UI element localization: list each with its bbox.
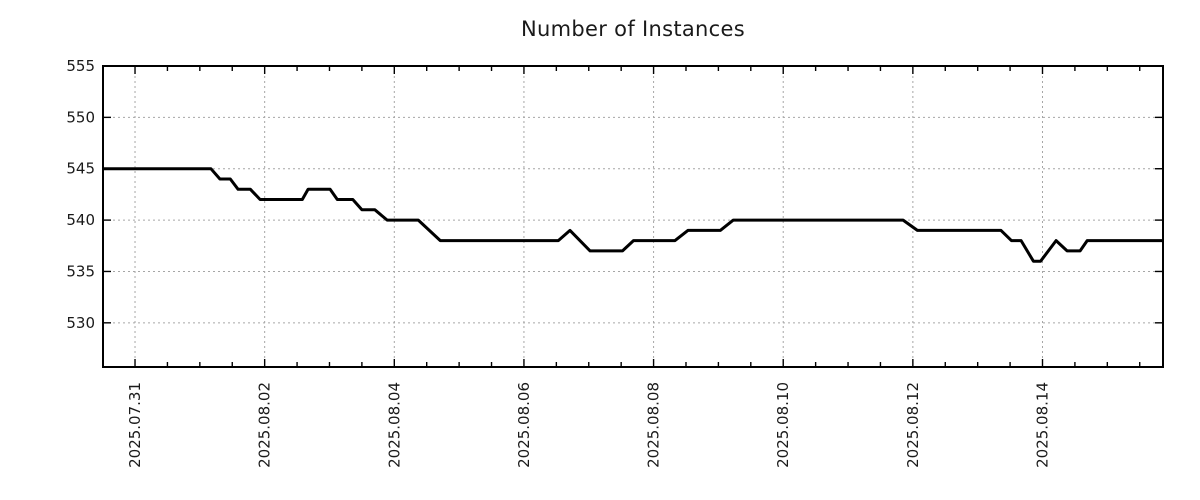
svg-text:2025.08.04: 2025.08.04 — [385, 382, 403, 468]
svg-text:555: 555 — [66, 57, 95, 75]
svg-text:530: 530 — [66, 314, 95, 332]
svg-text:2025.07.31: 2025.07.31 — [126, 382, 144, 468]
y-axis-labels: 530 535 540 545 550 555 — [66, 57, 95, 332]
svg-text:535: 535 — [66, 262, 95, 280]
plot-border — [102, 65, 1164, 368]
svg-text:2025.08.14: 2025.08.14 — [1034, 382, 1052, 468]
svg-text:2025.08.06: 2025.08.06 — [515, 382, 533, 468]
svg-text:2025.08.02: 2025.08.02 — [256, 382, 274, 468]
x-axis-labels: 2025.07.31 2025.08.02 2025.08.04 2025.08.06… — [126, 382, 1052, 468]
svg-text:2025.08.12: 2025.08.12 — [904, 382, 922, 468]
svg-text:2025.08.10: 2025.08.10 — [774, 382, 792, 468]
chart-title: Number of Instances — [521, 17, 745, 41]
axis-ticks — [103, 65, 1163, 367]
svg-text:540: 540 — [66, 211, 95, 229]
series-line — [103, 167, 1164, 263]
svg-text:550: 550 — [66, 108, 95, 126]
gridlines — [103, 66, 1163, 367]
svg-text:545: 545 — [66, 160, 95, 178]
svg-text:2025.08.08: 2025.08.08 — [645, 382, 663, 468]
